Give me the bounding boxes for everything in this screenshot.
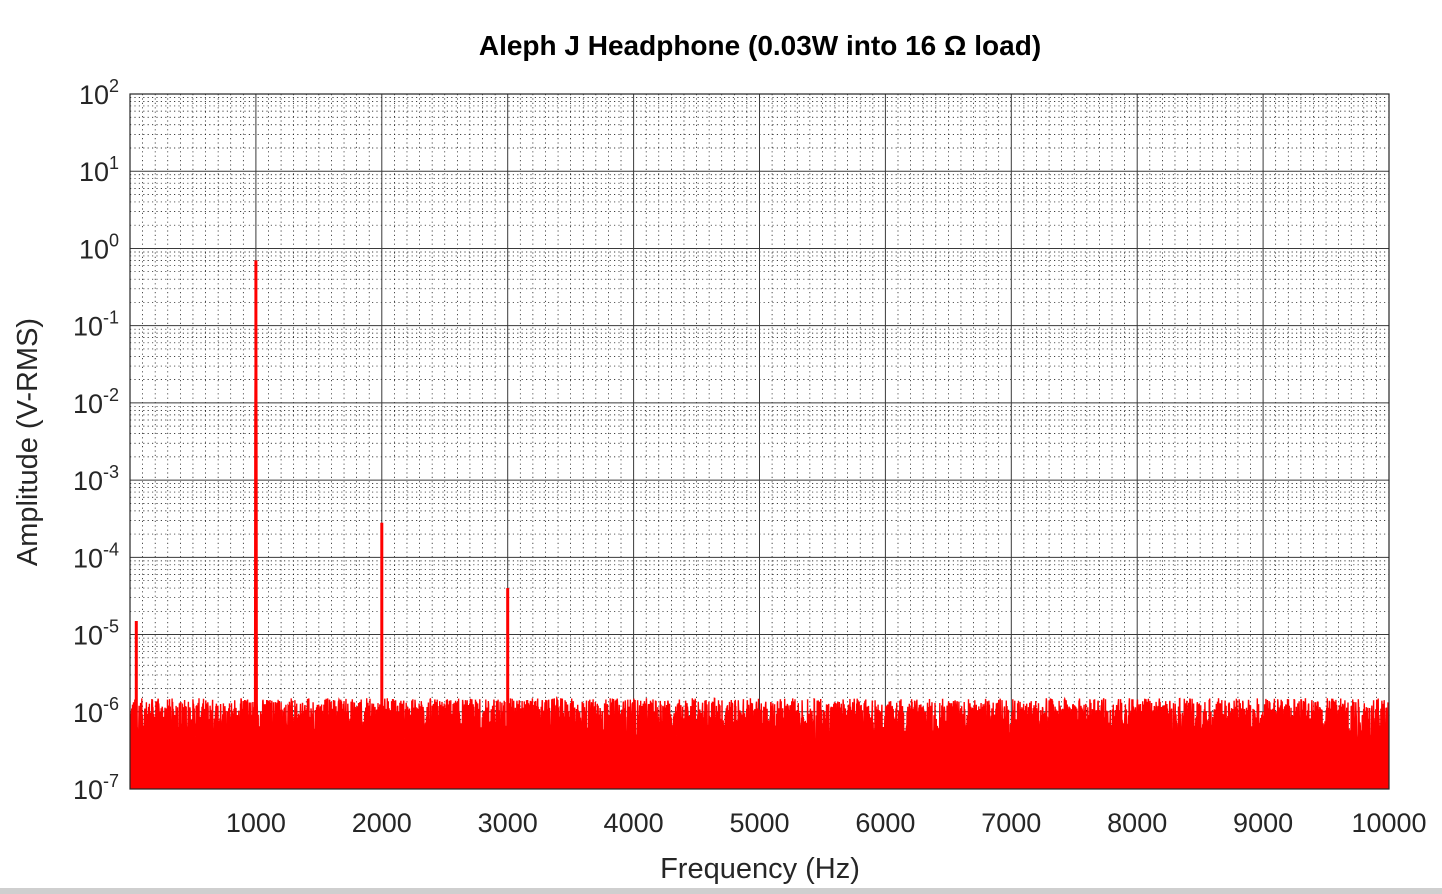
x-tick-label: 5000 [729, 808, 789, 838]
y-tick-label: 10-7 [73, 771, 119, 805]
bottom-rule [0, 888, 1442, 894]
x-tick-label: 10000 [1351, 808, 1426, 838]
y-tick-label: 10-5 [73, 617, 119, 651]
y-tick-label: 102 [79, 76, 119, 110]
x-tick-label: 7000 [981, 808, 1041, 838]
x-axis: 1000 2000 3000 4000 5000 6000 7000 8000 9000 1000… [226, 808, 1427, 838]
y-tick-label: 10-1 [73, 308, 119, 342]
x-tick-label: 9000 [1233, 808, 1293, 838]
x-tick-label: 4000 [604, 808, 664, 838]
x-tick-label: 3000 [478, 808, 538, 838]
x-tick-label: 8000 [1107, 808, 1167, 838]
y-tick-label: 10-3 [73, 462, 119, 496]
x-tick-label: 2000 [352, 808, 412, 838]
x-tick-label: 6000 [855, 808, 915, 838]
series-line [129, 260, 1390, 789]
y-tick-label: 101 [79, 153, 119, 187]
y-tick-label: 10-6 [73, 694, 119, 728]
y-axis-label: Amplitude (V-RMS) [12, 318, 44, 566]
chart-title: Aleph J Headphone (0.03W into 16 Ω load) [479, 30, 1041, 61]
y-tick-label: 10-2 [73, 385, 119, 419]
x-axis-label: Frequency (Hz) [660, 853, 860, 885]
plot-frame [129, 93, 1390, 790]
plot-area [129, 260, 1390, 789]
y-tick-label: 100 [79, 230, 119, 264]
y-tick-label: 10-4 [73, 539, 119, 573]
y-axis: 10-7 10-6 10-5 10-4 10-3 10-2 10-1 100 101 102 [73, 76, 119, 805]
x-tick-label: 1000 [226, 808, 286, 838]
grid [130, 93, 1390, 790]
